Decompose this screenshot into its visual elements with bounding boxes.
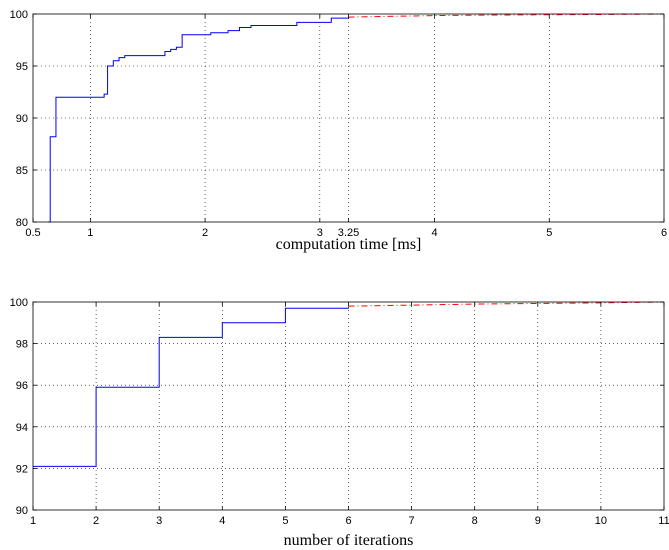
series-line-measured (33, 307, 349, 467)
x-tick-label: 5 (282, 515, 288, 527)
y-tick-label: 95 (16, 61, 28, 73)
x-tick-label: 3 (156, 515, 162, 527)
x-tick-label: 1 (87, 227, 93, 239)
series-line-measured (47, 17, 349, 223)
chart-panel-1: 0.5 1 2 3 3.25 4 5 6 80 85 90 95 100 computation time… (10, 9, 667, 253)
y-tick-label: 90 (16, 113, 28, 125)
x-tick-label: 3 (317, 227, 323, 239)
x-tick-label: 7 (409, 515, 415, 527)
chart-panel-2: 1 2 3 4 5 6 7 8 9 10 11 90 92 94 96 98 100 number of iter… (10, 297, 669, 549)
x-tick-label: 11 (658, 515, 669, 527)
x-tick-label: 4 (219, 515, 225, 527)
y-tick-label: 92 (16, 463, 28, 475)
y-tick-label: 85 (16, 165, 28, 177)
x-tick-label: 6 (661, 227, 667, 239)
x-axis-label: computation time [ms] (276, 236, 422, 253)
y-tick-label: 98 (16, 339, 28, 351)
y-tick-label: 94 (16, 422, 28, 434)
x-tick-label: 4 (431, 227, 437, 239)
series-line-extrapolated (348, 13, 665, 18)
x-tick-label: 8 (472, 515, 478, 527)
x-tick-label: 2 (93, 515, 99, 527)
y-tick-label: 96 (16, 380, 28, 392)
y-tick-label: 90 (16, 505, 28, 517)
y-tick-label: 80 (16, 217, 28, 229)
x-tick-label: 10 (595, 515, 607, 527)
x-tick-label: 2 (202, 227, 208, 239)
x-tick-label: 3.25 (338, 227, 359, 239)
x-tick-label: 0.5 (25, 227, 40, 239)
x-tick-label: 6 (345, 515, 351, 527)
x-tick-label: 5 (546, 227, 552, 239)
x-tick-label: 9 (535, 515, 541, 527)
x-axis-label: number of iterations (284, 532, 414, 549)
y-tick-label: 100 (10, 9, 28, 21)
series-line-extrapolated (348, 301, 665, 307)
x-tick-label: 1 (30, 515, 36, 527)
y-tick-label: 100 (10, 297, 28, 309)
